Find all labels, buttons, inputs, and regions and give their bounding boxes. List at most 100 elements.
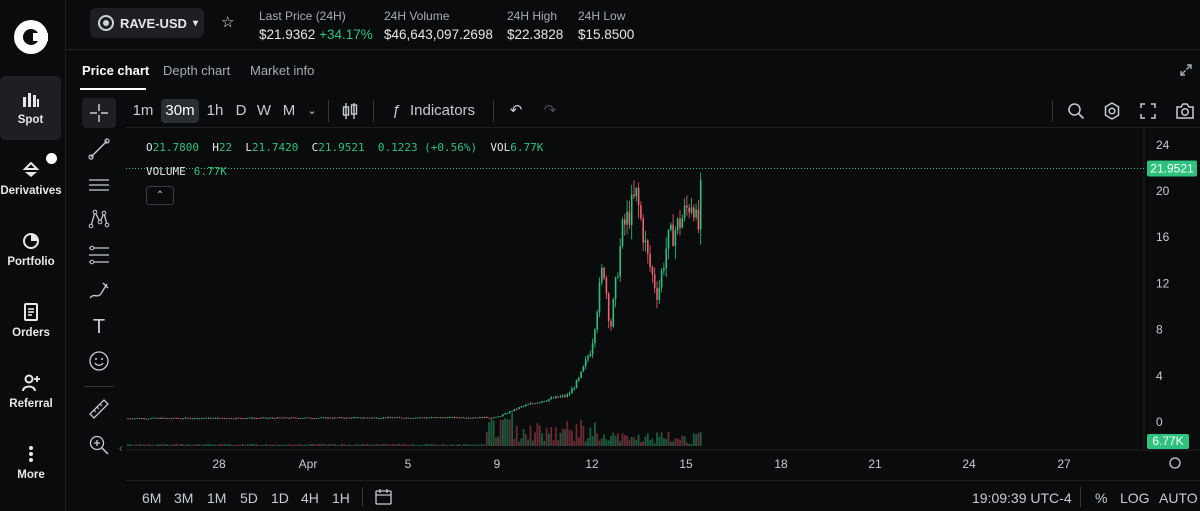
tab-price-chart[interactable]: Price chart [82, 63, 150, 78]
range-1h[interactable]: 1H [332, 490, 350, 506]
percent-toggle[interactable]: % [1095, 490, 1108, 506]
auto-toggle[interactable]: AUTO [1159, 490, 1198, 506]
volume-bar [640, 442, 642, 446]
candle-body [175, 417, 178, 419]
candle-body [389, 417, 391, 418]
candle-body [663, 267, 665, 271]
volume-bar [384, 443, 387, 446]
range-4h[interactable]: 4H [301, 490, 319, 506]
text-tool-icon[interactable]: T [92, 315, 106, 338]
volume-bar [230, 444, 233, 446]
nav-item-more[interactable]: More [0, 431, 62, 495]
pair-selector-button[interactable]: RAVE-USD ▾ [90, 8, 204, 38]
parallel-channel-icon[interactable] [82, 170, 116, 200]
volume-bar [515, 425, 518, 446]
range-5d[interactable]: 5D [240, 490, 258, 506]
candle-body [479, 417, 481, 418]
volume-bar [630, 436, 633, 446]
open-value: 21.7800 [152, 141, 199, 154]
nav-item-orders[interactable]: Orders [0, 289, 62, 353]
nav-item-portfolio[interactable]: Portfolio [0, 218, 62, 282]
interval-m[interactable]: M [282, 102, 296, 119]
tab-market-info[interactable]: Market info [250, 63, 315, 78]
interval-1h[interactable]: 1h [206, 102, 224, 119]
price-chart[interactable]: 24 20 16 12 8 4 0 28 Apr 5 9 12 15 18 21 24 27 21.9521 6.7… [126, 128, 1200, 476]
candle-body [693, 207, 695, 218]
candle-body [283, 417, 286, 419]
interval-1m[interactable]: 1m [132, 102, 154, 119]
volume-bar [646, 433, 649, 446]
settings-gear-icon[interactable] [1100, 99, 1124, 123]
current-time[interactable]: 19:09:39 UTC-4 [972, 490, 1072, 506]
volume-bar [607, 440, 610, 446]
candle-body [147, 418, 150, 420]
axis-settings-icon[interactable] [1169, 457, 1181, 469]
volume-bar [559, 432, 562, 446]
expand-icon[interactable] [1180, 64, 1192, 79]
collapse-tools-chevron-icon[interactable]: ‹ [119, 443, 123, 455]
candle-body [260, 417, 263, 419]
candle-body [458, 417, 460, 419]
nav-item-derivatives[interactable]: Derivatives [0, 147, 62, 211]
volume-bar [667, 432, 670, 446]
log-toggle[interactable]: LOG [1120, 490, 1150, 506]
volume-bar [324, 444, 327, 446]
candle-body [129, 418, 132, 420]
zoom-in-icon[interactable] [82, 430, 116, 460]
volume-bar [543, 440, 546, 446]
volume-bar [467, 444, 470, 446]
interval-d[interactable]: D [235, 102, 247, 119]
candle-body [322, 417, 325, 419]
coinbase-logo-icon[interactable] [14, 20, 48, 54]
interval-w[interactable]: W [256, 102, 272, 119]
candle-body [315, 418, 318, 419]
redo-icon[interactable]: ↷ [543, 102, 557, 119]
fibonacci-icon[interactable] [82, 240, 116, 270]
candle-body [168, 418, 171, 419]
nav-item-spot[interactable]: Spot [0, 76, 61, 140]
candle-body [548, 399, 550, 401]
function-icon[interactable]: ƒ [391, 102, 401, 119]
emoji-icon[interactable] [82, 346, 116, 376]
volume-bar [456, 444, 458, 446]
range-1m[interactable]: 1M [207, 490, 227, 506]
trend-line-icon[interactable] [82, 134, 116, 164]
interval-dropdown-chevron-icon[interactable]: ⌄ [307, 105, 317, 117]
undo-icon[interactable]: ↶ [509, 102, 523, 119]
candle-body [350, 417, 352, 419]
chart-tabs: Price chart Depth chart Market info [66, 50, 1200, 90]
zoom-search-icon[interactable] [1064, 99, 1088, 123]
volume-bar [226, 444, 228, 446]
crosshair-icon[interactable] [82, 98, 116, 128]
brush-icon[interactable] [82, 276, 116, 306]
volume-bar [699, 432, 702, 446]
pattern-icon[interactable] [82, 204, 116, 234]
candle-body [143, 418, 145, 420]
indicators-button[interactable]: Indicators [410, 102, 476, 119]
nav-item-referral[interactable]: Referral [0, 360, 62, 424]
candle-body [400, 417, 403, 419]
candle-body [605, 278, 608, 294]
volume-bar [688, 443, 691, 446]
change-value: 0.1223 (+0.56%) [377, 141, 478, 154]
range-6m[interactable]: 6M [142, 490, 162, 506]
volume-bar [534, 432, 536, 446]
interval-30m[interactable]: 30m [161, 99, 199, 123]
tab-depth-chart[interactable]: Depth chart [163, 63, 231, 78]
volume-bar [357, 444, 359, 446]
candle-body [187, 417, 189, 419]
candlestick-type-icon[interactable] [338, 99, 362, 123]
collapse-legend-button[interactable]: ⌃ [146, 186, 174, 205]
volume-bar [170, 444, 173, 446]
range-3m[interactable]: 3M [174, 490, 194, 506]
star-icon[interactable]: ☆ [221, 14, 235, 31]
ruler-icon[interactable] [82, 394, 116, 424]
candle-body [596, 312, 598, 330]
candle-body [536, 402, 539, 404]
volume-bar [628, 439, 631, 446]
range-1d[interactable]: 1D [271, 490, 289, 506]
camera-icon[interactable] [1172, 99, 1198, 123]
candlestick-chart[interactable]: 24 20 16 12 8 4 0 28 Apr 5 9 12 15 18 21 24 27 21.9521 6.7… [126, 128, 1200, 476]
date-range-calendar-icon[interactable] [374, 488, 394, 509]
fullscreen-icon[interactable] [1136, 99, 1160, 123]
